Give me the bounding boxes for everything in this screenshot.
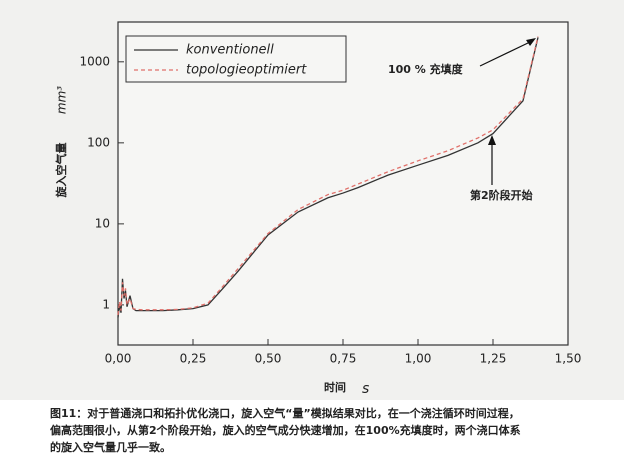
annotation-arrowhead	[488, 135, 496, 145]
legend-label: topologieoptimiert	[186, 63, 307, 78]
x-tick-label: 1,25	[480, 352, 507, 366]
x-axis-unit: s	[362, 381, 369, 397]
y-tick-label: 100	[87, 135, 110, 149]
y-tick-label: 1	[102, 297, 110, 311]
annotation-arrow	[479, 41, 531, 67]
series-line	[117, 37, 539, 318]
x-tick-label: 0,25	[180, 352, 207, 366]
x-tick-label: 0,00	[105, 352, 132, 366]
y-tick-label: 1000	[79, 54, 110, 68]
x-tick-label: 0,75	[330, 352, 357, 366]
y-axis-label: 旋入空气量	[54, 143, 68, 199]
annotation-arrowhead	[526, 38, 536, 46]
x-tick-label: 1,50	[555, 352, 582, 366]
annotation: 第2阶段开始	[470, 188, 533, 202]
caption-area	[0, 400, 624, 456]
series-line	[117, 36, 539, 316]
caption-line: 偏高范围很小，从第2个阶段开始，旋入的空气成分快速增加，在100%充填度时，两个…	[50, 423, 521, 437]
x-axis-label: 时间	[324, 380, 346, 394]
caption-line: 图11：对于普通浇口和拓扑优化浇口，旋入空气“量”模拟结果对比，在一个浇注循环时…	[50, 406, 520, 420]
x-tick-label: 1,00	[405, 352, 432, 366]
y-tick-label: 10	[95, 216, 110, 230]
legend-box	[125, 35, 347, 83]
legend-label: konventionell	[186, 43, 274, 58]
annotation: 100 % 充填度	[388, 62, 464, 76]
x-tick-label: 0,50	[255, 352, 282, 366]
y-axis-unit: mm³	[55, 86, 69, 114]
caption-line: 的旋入空气量几乎一致。	[50, 440, 171, 454]
